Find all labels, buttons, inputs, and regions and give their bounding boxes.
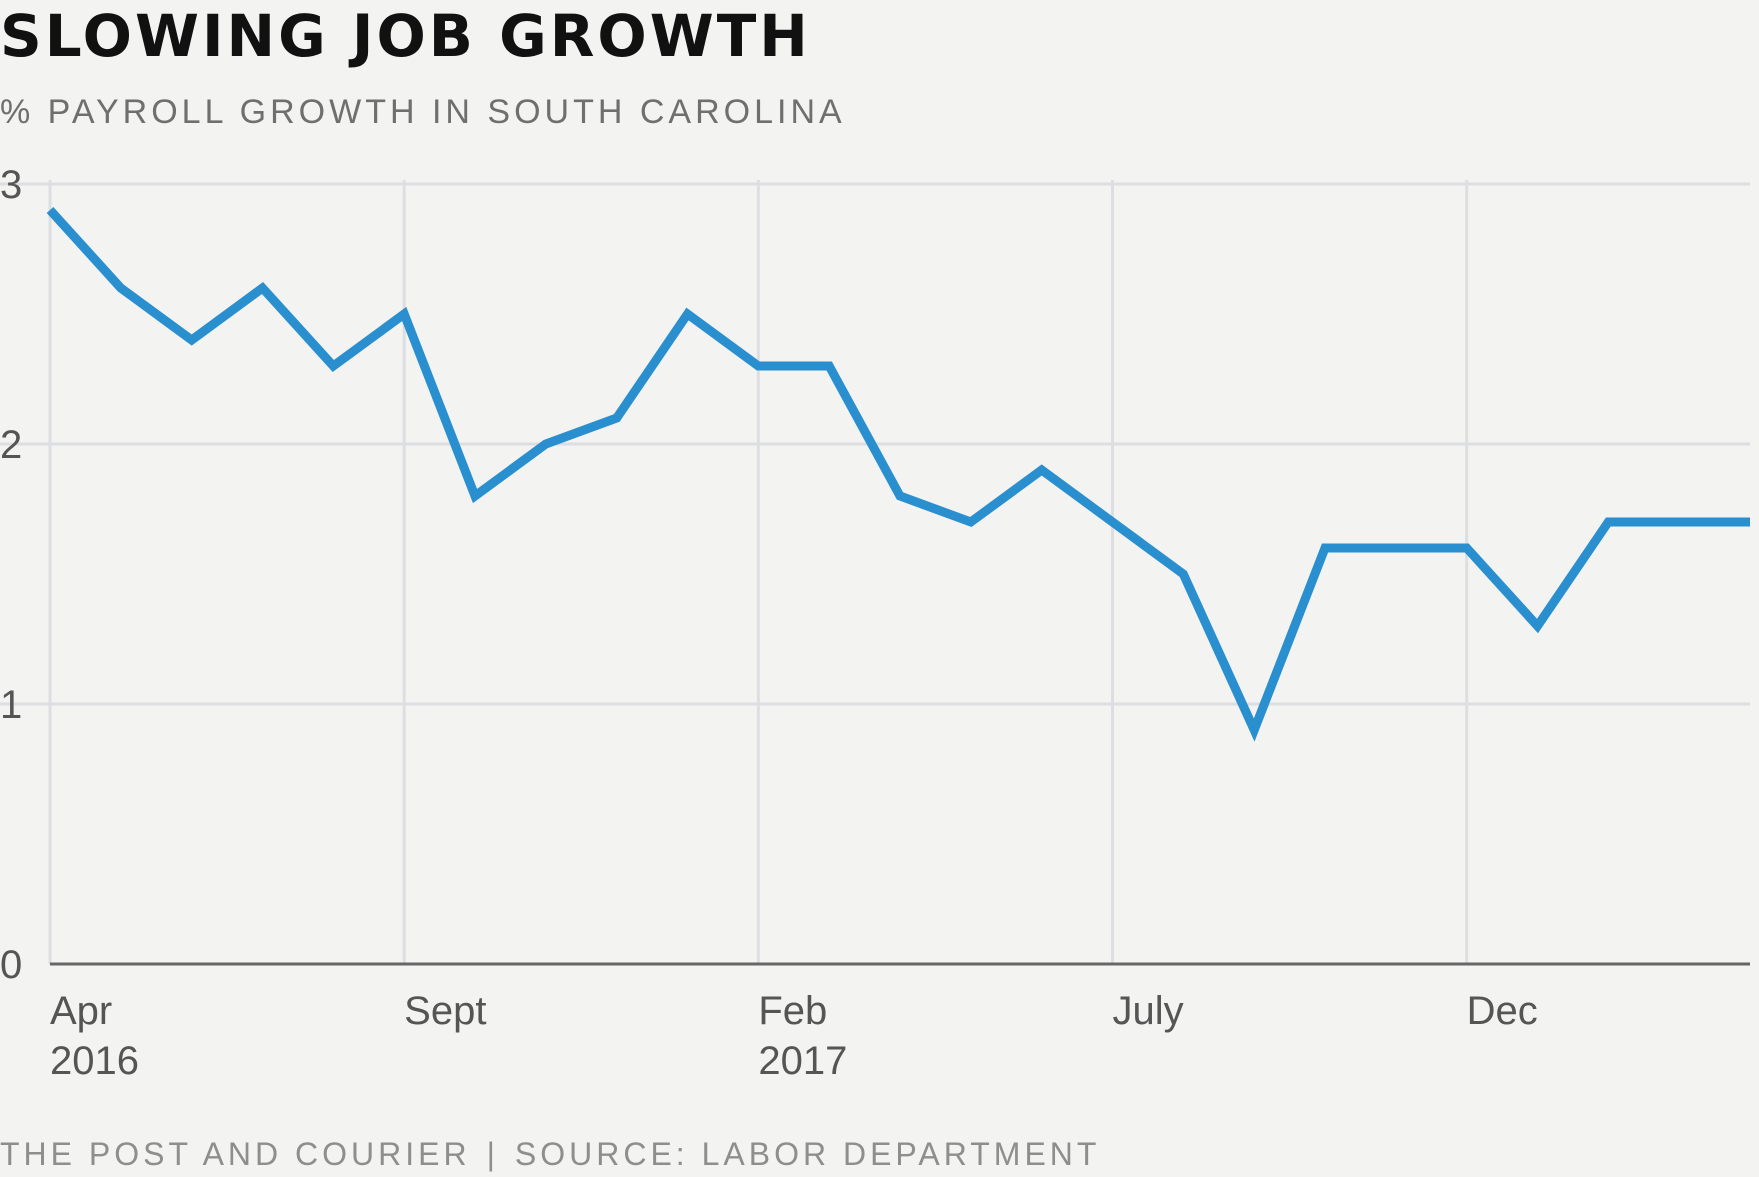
chart-subtitle: % PAYROLL GROWTH IN SOUTH CAROLINA: [0, 93, 846, 131]
y-axis-ticks: 0 1 2 3: [0, 163, 22, 987]
y-tick-label-0: 0: [0, 943, 22, 987]
x-axis-ticks: Apr 2016 Sept Feb 2017 July Dec: [50, 989, 1538, 1083]
publisher-credit: THE POST AND COURIER: [0, 1136, 471, 1172]
x-tick-year-2016: 2016: [50, 1039, 139, 1083]
x-tick-label-dec: Dec: [1467, 989, 1538, 1033]
chart-footer: THE POST AND COURIER | SOURCE: LABOR DEPAR…: [0, 1135, 1100, 1173]
footer-separator: |: [486, 1136, 499, 1172]
series-layer: [46, 206, 1750, 742]
y-tick-label-3: 3: [0, 163, 22, 207]
y-tick-label-2: 2: [0, 423, 22, 467]
x-tick-label-july: July: [1113, 989, 1184, 1033]
series-line-0: [46, 206, 1750, 742]
x-tick-label-sept: Sept: [404, 989, 486, 1033]
chart-title: SLOWING JOB GROWTH: [0, 2, 811, 70]
source-credit: SOURCE: LABOR DEPARTMENT: [514, 1136, 1101, 1172]
x-tick-year-2017: 2017: [758, 1039, 847, 1083]
x-tick-label-feb: Feb: [758, 989, 827, 1033]
y-tick-label-1: 1: [0, 683, 22, 727]
x-tick-label-apr: Apr: [50, 989, 112, 1033]
